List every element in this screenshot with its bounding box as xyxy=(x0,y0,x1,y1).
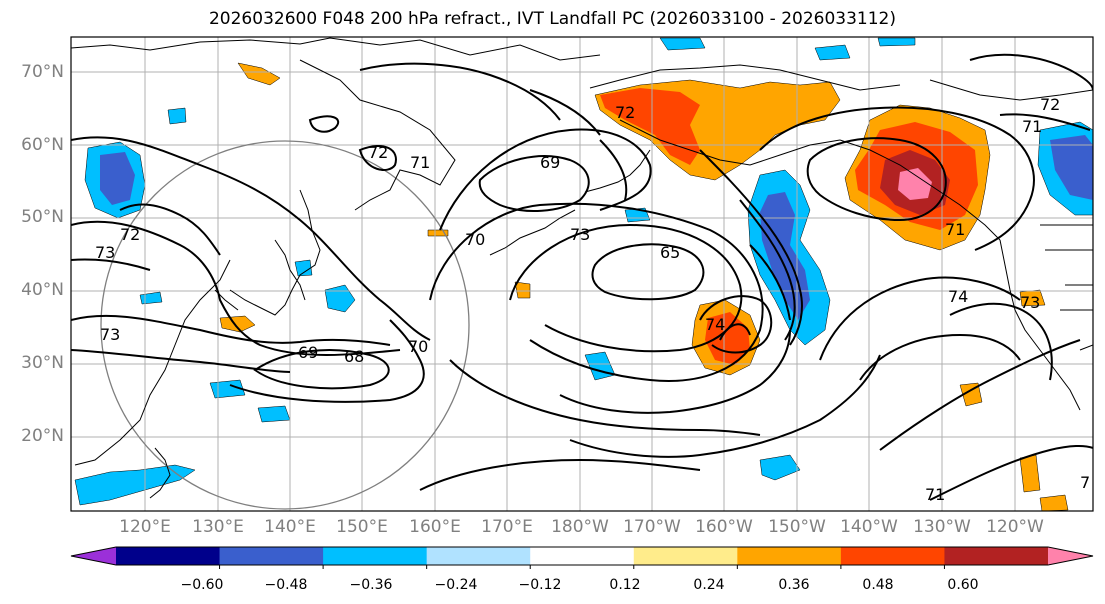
lat-label-20n: 20°N xyxy=(21,426,64,446)
anomaly-patch-siberia-core xyxy=(100,152,135,205)
anomaly-patch-arctic-3 xyxy=(814,44,851,61)
positive-anomaly-patches xyxy=(219,62,1069,511)
lon-label-130w: 130°W xyxy=(913,517,971,537)
colorbar-segment xyxy=(426,547,531,565)
anomaly-patch-philippine xyxy=(209,379,246,399)
lon-label-160e: 160°E xyxy=(409,517,461,537)
colorbar-extend-high xyxy=(1048,547,1093,565)
anomaly-patch-pacific-1 xyxy=(324,284,356,313)
colorbar xyxy=(70,546,1094,569)
contour-label-72-east: 72 xyxy=(1040,95,1060,114)
refractivity-contours xyxy=(71,53,1093,501)
contour-label-72-far-west: 72 xyxy=(120,225,140,244)
lon-label-140w: 140°W xyxy=(840,517,898,537)
lon-label-170e: 170°E xyxy=(481,517,533,537)
contour-label-71-alaska: 71 xyxy=(945,220,965,239)
colorbar-tick-label: −0.36 xyxy=(349,577,393,593)
lon-label-130e: 130°E xyxy=(192,517,244,537)
colorbar-tick-label: −0.48 xyxy=(264,577,308,593)
anomaly-patch-pacific-4 xyxy=(759,454,801,481)
colorbar-segment xyxy=(840,547,945,565)
anomaly-patch-small-1 xyxy=(237,62,281,86)
lon-label-120e: 120°E xyxy=(119,517,171,537)
map-frame-background xyxy=(71,37,1093,511)
colorbar-segment xyxy=(219,547,324,565)
contour-label-73-west: 73 xyxy=(100,325,120,344)
anomaly-patch-small-6 xyxy=(1039,494,1069,511)
colorbar-tick-label: −0.24 xyxy=(434,577,478,593)
graticule xyxy=(71,37,1093,511)
contour-label-71-west: 71 xyxy=(410,153,430,172)
map-frame-border xyxy=(70,36,1094,512)
colorbar-tick-label: 0.12 xyxy=(609,577,641,593)
anomaly-patch-small-3 xyxy=(514,281,531,299)
colorbar-segment xyxy=(323,547,428,565)
colorbar-outline xyxy=(70,546,1094,566)
anomaly-patch-arctic-2 xyxy=(877,37,916,47)
anomaly-patch-small-cold xyxy=(167,107,187,125)
contour-label-73-east: 73 xyxy=(1020,293,1040,312)
coastlines xyxy=(71,37,1093,499)
lat-label-30n: 30°N xyxy=(21,353,64,373)
contour-label-72-west: 72 xyxy=(368,143,388,162)
contour-label-73-central: 73 xyxy=(570,225,590,244)
anomaly-patch-gulf-alaska-peak xyxy=(898,168,932,200)
anomaly-patch-small-4 xyxy=(959,382,983,407)
contour-label-74-east: 74 xyxy=(948,287,968,306)
lat-label-50n: 50°N xyxy=(21,207,64,227)
colorbar-tick-label: −0.60 xyxy=(180,577,224,593)
colorbar-segment xyxy=(737,547,842,565)
colorbar-extend-low xyxy=(71,547,116,565)
lon-label-120w: 120°W xyxy=(986,517,1044,537)
lon-label-180w: 180°W xyxy=(551,517,609,537)
map-title: 2026032600 F048 200 hPa refract., IVT La… xyxy=(208,9,896,29)
lon-label-150e: 150°E xyxy=(336,517,388,537)
colorbar-segment xyxy=(116,547,221,565)
colorbar-tick-label: 0.48 xyxy=(862,577,894,593)
contour-label-68: 68 xyxy=(344,347,364,366)
anomaly-patch-small-2 xyxy=(219,315,256,333)
contour-label-69-west: 69 xyxy=(298,343,318,362)
contour-label-72-alaska: 72 xyxy=(615,103,635,122)
lon-label-150w: 150°W xyxy=(768,517,826,537)
lat-label-60n: 60°N xyxy=(21,135,64,155)
anomaly-patch-japan-sea xyxy=(294,259,313,277)
colorbar-tick-label: 0.24 xyxy=(693,577,725,593)
anomaly-patch-canada-core xyxy=(1050,135,1093,200)
colorbar-segment xyxy=(944,547,1049,565)
contour-label-65: 65 xyxy=(660,243,680,262)
colorbar-tick-label: −0.12 xyxy=(518,577,562,593)
anomaly-patch-pacific-2 xyxy=(257,405,291,423)
contour-label-70-west: 70 xyxy=(408,337,428,356)
colorbar-tick-label: 0.36 xyxy=(778,577,810,593)
lat-label-40n: 40°N xyxy=(21,280,64,300)
contour-label-74-subtropic: 74 xyxy=(705,315,725,334)
contour-label-71-east: 71 xyxy=(1022,117,1042,136)
anomaly-patch-alaska-core xyxy=(600,88,700,165)
lat-label-70n: 70°N xyxy=(21,62,64,82)
colorbar-segment xyxy=(633,547,738,565)
contour-label-7-edge: 7 xyxy=(1080,473,1090,492)
range-ring xyxy=(100,140,470,510)
contour-labels: 69 68 70 73 65 72 71 74 69 70 72 71 72 7… xyxy=(95,95,1090,504)
lon-label-170w: 170°W xyxy=(623,517,681,537)
lon-label-160w: 160°W xyxy=(695,517,753,537)
anomaly-patch-arctic-1 xyxy=(659,37,706,51)
contour-label-69-central: 69 xyxy=(540,153,560,172)
contour-label-73-far-west: 73 xyxy=(95,243,115,262)
lon-label-140e: 140°E xyxy=(264,517,316,537)
colorbar-tick-label: 0.60 xyxy=(947,577,979,593)
contour-label-70-central: 70 xyxy=(465,230,485,249)
anomaly-patch-south-china-sea xyxy=(74,464,196,506)
contour-label-71-south: 71 xyxy=(925,485,945,504)
colorbar-segment xyxy=(530,547,635,565)
